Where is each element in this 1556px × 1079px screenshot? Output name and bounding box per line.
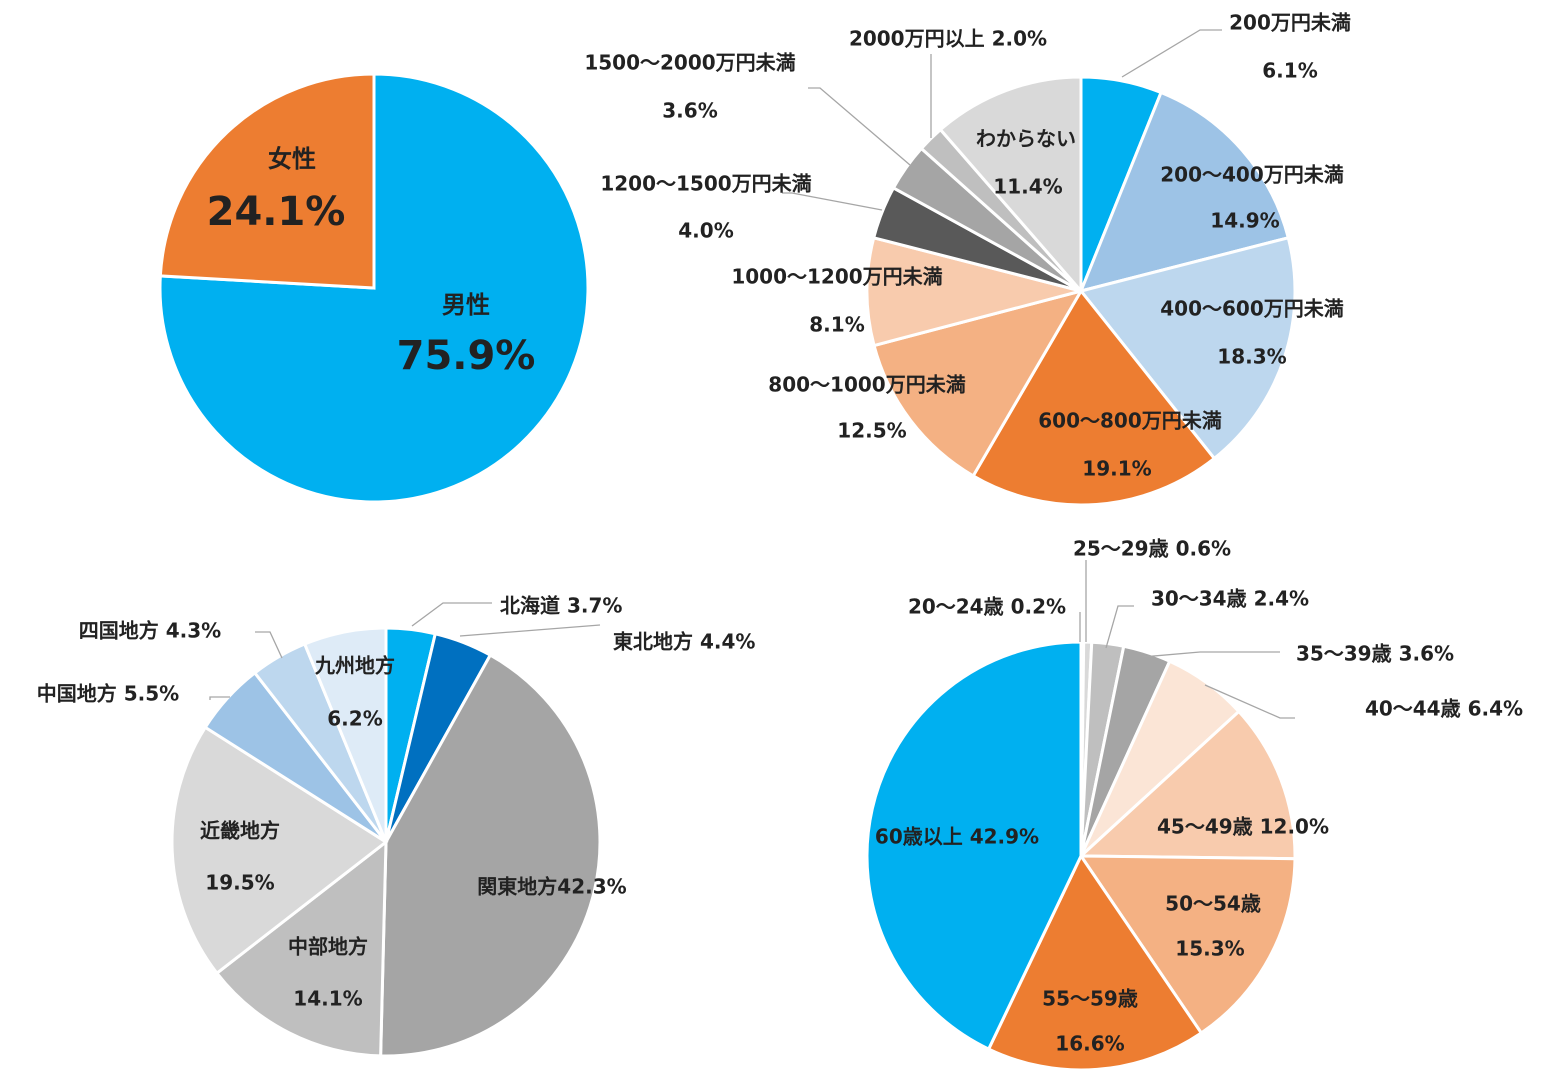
slice-value-label: 6.1% [1262,59,1317,83]
slice-label: 1000～1200万円未満 [731,265,942,289]
leader-line [808,87,911,166]
slice-label: 55～59歳 [1042,987,1138,1011]
pie-slice [1078,235,1297,461]
slice-label: 200～400万円未満 [1160,163,1344,187]
slice-label: 2000万円以上 2.0% [849,27,1047,51]
slice-label: 45～49歳 12.0% [1157,815,1329,839]
slice-label: 東北地方 4.4% [613,630,755,654]
slice-value-label: 14.1% [293,987,362,1011]
pie-slice [938,75,1083,296]
leader-line [1121,29,1222,78]
slice-label: 近畿地方 [200,819,280,843]
slice-label: 女性 [268,145,316,173]
slice-label: 400～600万円未満 [1160,297,1344,321]
slice-label: 中部地方 [288,935,368,959]
slice-value-label: 14.9% [1210,209,1279,233]
pie-slice [170,725,389,976]
pie-labels: 男性 75.9% 女性 24.1% [207,145,536,379]
slice-value-label: 75.9% [397,333,536,379]
slice-label: 30～34歳 2.4% [1151,587,1309,611]
gender-pie-chart: 男性 75.9% 女性 24.1% [158,72,590,504]
pie-labels: 北海道 3.7% 東北地方 4.4% 関東地方42.3% 中部地方 14.1% 近畿地方 1… [37,594,756,1011]
slice-label: 男性 [442,291,490,319]
slice-label: 関東地方42.3% [477,875,626,899]
pie-slices [865,75,1297,507]
pie-slice [865,235,1087,348]
slice-label: 60歳以上 42.9% [875,825,1039,849]
slice-value-label: 12.5% [837,419,906,443]
pie-slice [158,72,376,290]
leader-line [1141,651,1280,658]
slice-label: 50～54歳 [1165,892,1261,916]
pie-slice [872,288,1085,478]
pie-slices [158,72,590,504]
slice-value-label: 4.0% [678,219,733,243]
slice-value-label: 18.3% [1217,345,1286,369]
slice-value-label: 16.6% [1055,1032,1124,1056]
slice-label: 800～1000万円未満 [768,373,965,397]
slice-label: 四国地方 4.3% [79,619,221,643]
income-pie-chart: 200万円未満 6.1% 200～400万円未満 14.9% 400～600万円未満 18… [584,11,1351,507]
leader-line [255,631,283,659]
pie-labels: 200万円未満 6.1% 200～400万円未満 14.9% 400～600万円未満 18… [584,11,1351,481]
slice-value-label: 8.1% [809,313,864,337]
leader-line [1204,684,1295,719]
slice-value-label: 24.1% [207,189,346,235]
slice-value-label: 3.6% [662,99,717,123]
slice-label: 600～800万円未満 [1038,409,1222,433]
leader-line [209,696,230,700]
pie-slices [170,626,602,1058]
slice-label: 九州地方 [314,654,395,678]
slice-label: 北海道 3.7% [500,594,622,618]
slice-value-label: 11.4% [993,175,1062,199]
leader-line [459,624,601,637]
pie-slice [865,640,1083,1052]
pie-slice [986,852,1204,1072]
slice-label: 1500～2000万円未満 [584,51,795,75]
slice-value-label: 19.5% [205,871,274,895]
pie-slice [302,626,388,843]
region-pie-chart: 北海道 3.7% 東北地方 4.4% 関東地方42.3% 中部地方 14.1% 近畿地方 1… [37,594,756,1058]
leader-line [782,192,883,211]
pie-labels: 20～24歳 0.2% 25～29歳 0.6% 30～34歳 2.4% 35～39歳 … [875,537,1523,1056]
slice-label: 200万円未満 [1229,11,1351,35]
pie-slice [971,288,1217,507]
slice-label: 中国地方 5.5% [37,682,179,706]
pie-slice [158,72,590,504]
pie-slice [1077,709,1297,861]
pie-slice [379,653,602,1058]
age-pie-chart: 20～24歳 0.2% 25～29歳 0.6% 30～34歳 2.4% 35～39歳 … [865,537,1523,1072]
pie-slice [214,838,388,1058]
slice-label: 35～39歳 3.6% [1296,642,1454,666]
slice-label: 40～44歳 6.4% [1365,697,1523,721]
slice-value-label: 15.3% [1175,937,1244,961]
slice-label: 20～24歳 0.2% [908,595,1066,619]
slice-value-label: 19.1% [1082,457,1151,481]
pie-slices [865,640,1297,1072]
slice-label: 1200～1500万円未満 [600,172,811,196]
pie-slice [1078,854,1297,1036]
slice-value-label: 6.2% [327,707,382,731]
slice-label: 25～29歳 0.6% [1073,537,1231,561]
leader-line [411,602,492,627]
pie-slice [1078,90,1291,294]
slice-label: わからない [976,127,1076,151]
leader-line [1105,605,1134,649]
